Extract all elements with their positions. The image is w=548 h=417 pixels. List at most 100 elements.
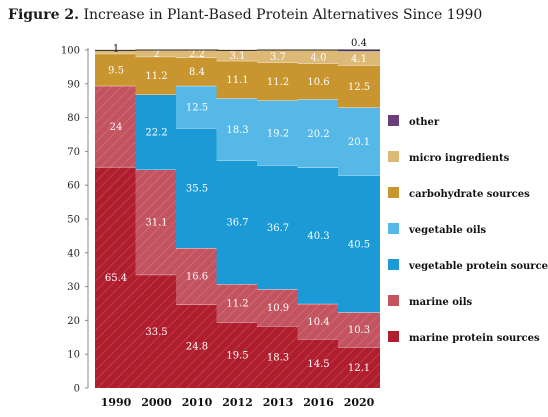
- bar-segment-hatch: [297, 338, 340, 388]
- data-label: 11.1: [226, 75, 248, 86]
- bar-segment: [338, 50, 380, 52]
- legend: other micro ingredients carbohydrate sourc…: [388, 115, 548, 344]
- legend-swatch: [388, 151, 399, 162]
- bar-segment: [176, 85, 218, 129]
- data-label: 24.8: [186, 342, 208, 353]
- bar-segment: [95, 53, 137, 86]
- legend-swatch: [388, 295, 399, 306]
- data-label: 18.3: [267, 353, 289, 364]
- bar-segment: [176, 50, 218, 58]
- data-label: 16.6: [186, 272, 208, 283]
- bar-segment: [95, 50, 137, 54]
- data-label: 14.5: [307, 359, 329, 370]
- bar-segment-hatch: [176, 248, 218, 305]
- data-label: 10.4: [307, 317, 329, 328]
- y-tick-label: 100: [61, 46, 80, 57]
- data-label: 18.3: [226, 125, 248, 136]
- data-label: 2: [153, 49, 159, 60]
- legend-swatch: [388, 115, 399, 126]
- bar-segment: [176, 128, 218, 249]
- bar-segment: [135, 94, 178, 170]
- bar-segment: [338, 107, 380, 176]
- y-tick-label: 10: [67, 350, 80, 361]
- data-label: 1: [113, 43, 119, 54]
- legend-label: vegetable protein sources: [408, 261, 548, 272]
- bars: 65.4 24 9.5 1 33.5 31.1 22.2 11.2 2 24.8 16.6 35.5 1…: [95, 38, 380, 388]
- bar-segment-hatch: [257, 326, 299, 388]
- bar-segment-hatch: [95, 166, 137, 388]
- bar-segment-hatch: [135, 274, 178, 388]
- axis: 0 10 20 30 40 50 60 70 80 90 100 1990 2000 2010 2012 20…: [61, 46, 375, 410]
- x-tick-label: 2013: [263, 396, 294, 409]
- bar-segment: [216, 60, 259, 99]
- legend-label: vegetable oils: [408, 225, 487, 236]
- data-label: 20.2: [307, 129, 329, 140]
- bar-segment: [338, 175, 380, 313]
- bar-segment: [135, 56, 178, 95]
- chart-title: Figure 2. Increase in Plant-Based Protei…: [8, 7, 482, 23]
- legend-label: marine oils: [409, 297, 473, 308]
- data-label: 35.5: [186, 184, 208, 195]
- data-label: 36.7: [267, 223, 289, 234]
- bar-segment: [257, 165, 299, 290]
- data-label: 10.9: [267, 303, 289, 314]
- bar-segment-hatch: [135, 169, 178, 275]
- x-tick-label: 2016: [303, 396, 334, 409]
- data-label: 12.5: [348, 82, 370, 93]
- data-label: 3.1: [230, 51, 246, 62]
- bar-segment-hatch: [176, 304, 218, 388]
- legend-label: marine protein sources: [409, 333, 540, 344]
- y-tick-label: 40: [67, 248, 80, 259]
- bar-segment: [216, 98, 259, 161]
- x-tick-label: 2012: [222, 396, 253, 409]
- y-tick-label: 0: [74, 384, 80, 395]
- legend-swatch: [388, 331, 399, 342]
- data-label: 33.5: [145, 327, 167, 338]
- bar-segment-hatch: [216, 284, 259, 323]
- data-label: 31.1: [145, 218, 167, 229]
- data-label: 19.5: [226, 351, 248, 362]
- bar-segment: [257, 50, 299, 63]
- legend-label: micro ingredients: [409, 153, 510, 164]
- bar-segment-hatch: [216, 322, 259, 388]
- x-tick-label: 1990: [101, 396, 132, 409]
- data-label: 9.5: [108, 65, 124, 76]
- bar-segment-hatch: [257, 289, 299, 327]
- data-label: 10.6: [307, 77, 329, 88]
- bar-segment: [297, 50, 340, 64]
- data-label: 4.0: [311, 52, 327, 63]
- data-label: 4.1: [351, 54, 367, 65]
- data-label: 20.1: [348, 137, 370, 148]
- data-label: 11.2: [226, 299, 248, 310]
- figure-title: Increase in Plant-Based Protein Alternat…: [83, 7, 483, 23]
- data-label: 24: [110, 122, 123, 133]
- bar-segment: [338, 51, 380, 66]
- bar-segment-hatch: [95, 85, 137, 167]
- data-label: 2.2: [189, 49, 205, 60]
- data-label: 3.7: [270, 52, 286, 63]
- bar-segment: [216, 50, 259, 61]
- legend-label: carbohydrate sources: [409, 189, 530, 200]
- bar-segment-hatch: [297, 303, 340, 339]
- legend-swatch: [388, 223, 399, 234]
- y-tick-label: 30: [67, 282, 80, 293]
- y-tick-label: 50: [67, 215, 80, 226]
- bar-segment: [257, 100, 299, 166]
- x-tick-label: 2020: [344, 396, 375, 409]
- y-tick-label: 70: [67, 147, 80, 158]
- x-tick-label: 2010: [182, 396, 213, 409]
- data-label: 22.2: [145, 128, 167, 139]
- data-label: 36.7: [226, 218, 248, 229]
- data-label: 11.2: [267, 77, 289, 88]
- data-label: 10.3: [348, 325, 370, 336]
- y-tick-label: 80: [67, 113, 80, 124]
- legend-label: other: [409, 117, 440, 128]
- data-label: 8.4: [189, 67, 205, 78]
- bar-segment-hatch: [338, 347, 380, 388]
- y-tick-label: 20: [67, 316, 80, 327]
- y-tick-label: 60: [67, 181, 80, 192]
- data-label: 65.4: [105, 273, 127, 284]
- data-label: 19.2: [267, 128, 289, 139]
- data-label: 0.4: [351, 38, 367, 49]
